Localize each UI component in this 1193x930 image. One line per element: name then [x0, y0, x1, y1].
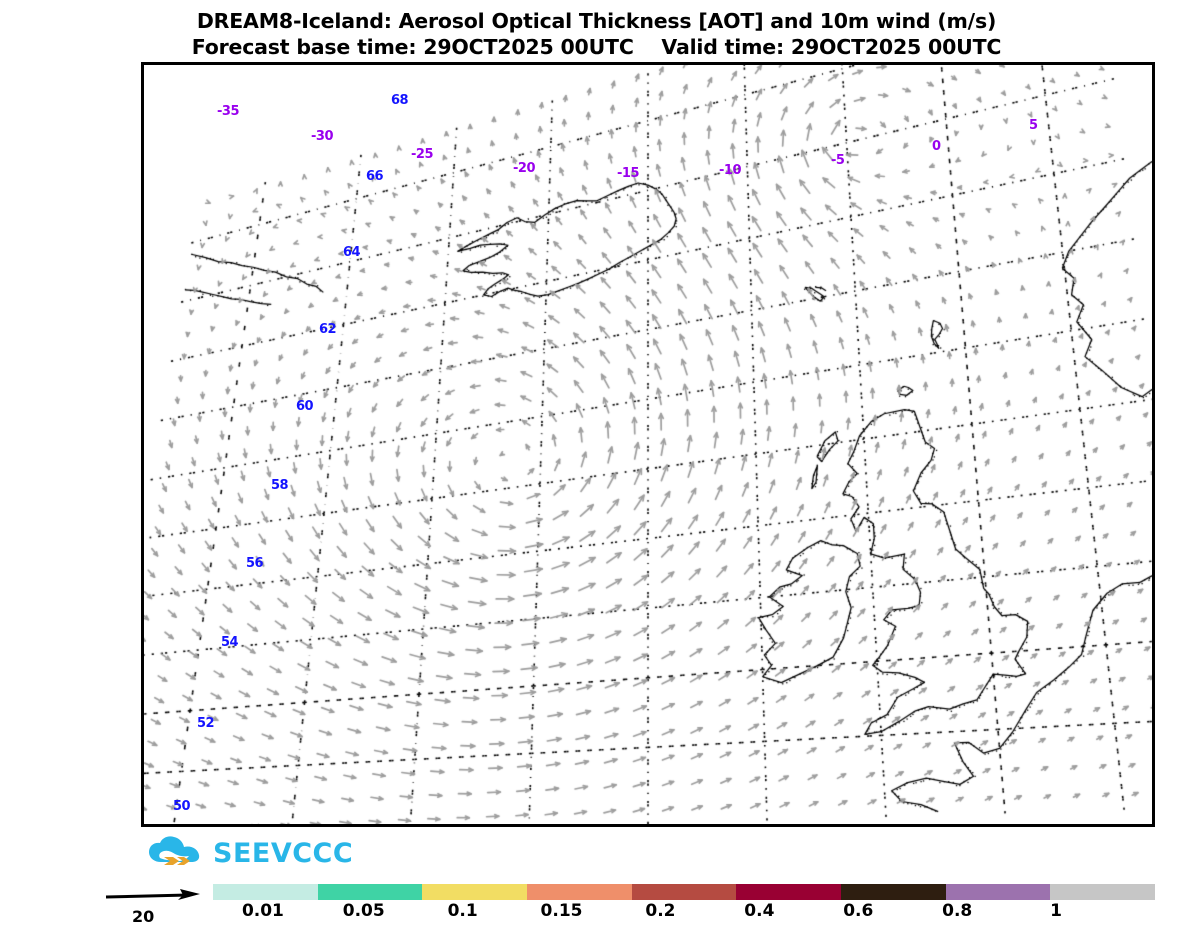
longitude-label-5: 5 — [1029, 118, 1038, 133]
longitude-label-neg30: -30 — [311, 129, 333, 144]
colorbar-tick-8: 1 — [1050, 901, 1062, 921]
latitude-label-52: 52 — [197, 716, 214, 731]
longitude-label-neg10: -10 — [719, 163, 741, 178]
longitude-label-neg25: -25 — [411, 147, 433, 162]
colorbar-tick-4: 0.2 — [645, 901, 675, 921]
colorbar-tick-1: 0.05 — [343, 901, 385, 921]
colorbar-segment-6 — [841, 884, 946, 900]
colorbar-segment-4 — [632, 884, 737, 900]
colorbar-tick-6: 0.6 — [843, 901, 873, 921]
forecast-map-page: DREAM8-Iceland: Aerosol Optical Thicknes… — [0, 0, 1193, 930]
latitude-label-58: 58 — [271, 478, 288, 493]
latitude-label-64: 64 — [343, 245, 360, 260]
colorbar-segment-2 — [422, 884, 527, 900]
colorbar-segment-0 — [213, 884, 318, 900]
seevccc-logo: SEEVCCC — [148, 836, 353, 870]
colorbar-segment-1 — [318, 884, 423, 900]
longitude-label-neg5: -5 — [831, 153, 844, 168]
longitude-label-neg35: -35 — [217, 104, 239, 119]
wind-scale-value: 20 — [132, 907, 154, 926]
chart-title-block: DREAM8-Iceland: Aerosol Optical Thicknes… — [0, 8, 1193, 60]
arrow-right-icon — [104, 888, 204, 906]
latitude-label-62: 62 — [319, 322, 336, 337]
colorbar-segment-5 — [736, 884, 841, 900]
cloud-icon — [148, 836, 206, 870]
wind-scale-reference: 20 — [104, 888, 209, 910]
aot-colorbar-ticks: 0.01 0.05 0.1 0.15 0.2 0.4 0.6 0.8 1 — [213, 901, 1155, 925]
colorbar-segment-7 — [946, 884, 1051, 900]
colorbar-tick-2: 0.1 — [448, 901, 478, 921]
aot-colorbar — [213, 884, 1155, 900]
latitude-label-68: 68 — [391, 93, 408, 108]
colorbar-segment-3 — [527, 884, 632, 900]
longitude-label-neg15: -15 — [617, 166, 639, 181]
latitude-label-60: 60 — [296, 399, 313, 414]
longitude-label-0: 0 — [932, 139, 941, 154]
longitude-label-neg20: -20 — [513, 161, 535, 176]
latitude-label-66: 66 — [366, 169, 383, 184]
title-line-1: DREAM8-Iceland: Aerosol Optical Thicknes… — [0, 8, 1193, 34]
colorbar-tick-7: 0.8 — [942, 901, 972, 921]
title-line-2: Forecast base time: 29OCT2025 00UTC Vali… — [0, 34, 1193, 60]
colorbar-segment-8 — [1050, 884, 1155, 900]
latitude-label-54: 54 — [221, 635, 238, 650]
map-plot-area — [141, 62, 1155, 827]
colorbar-tick-0: 0.01 — [242, 901, 284, 921]
latitude-label-50: 50 — [173, 799, 190, 814]
colorbar-tick-3: 0.15 — [541, 901, 583, 921]
wind-field-canvas — [144, 65, 1152, 824]
colorbar-tick-5: 0.4 — [744, 901, 774, 921]
latitude-label-56: 56 — [246, 556, 263, 571]
logo-text: SEEVCCC — [213, 838, 353, 869]
